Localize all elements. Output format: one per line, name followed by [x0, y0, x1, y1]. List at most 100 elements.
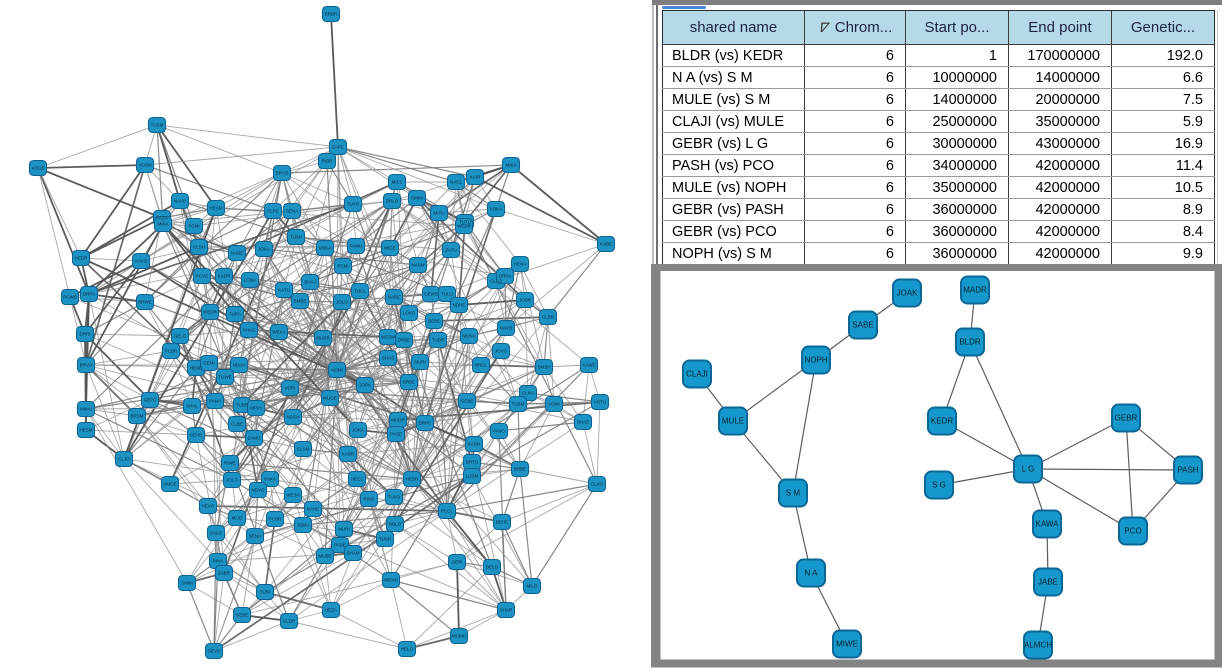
- svg-text:KASH: KASH: [468, 442, 480, 447]
- svg-text:CLDR: CLDR: [283, 619, 296, 624]
- svg-text:HEDR: HEDR: [406, 477, 420, 482]
- svg-text:CLAJI: CLAJI: [686, 370, 708, 379]
- svg-text:WEND: WEND: [384, 578, 398, 583]
- svg-text:VOGE: VOGE: [31, 166, 44, 171]
- svg-text:GEBR: GEBR: [1115, 414, 1138, 423]
- svg-text:NAVO: NAVO: [500, 326, 513, 331]
- svg-text:NAHE: NAHE: [307, 507, 320, 512]
- svg-text:VOTU: VOTU: [594, 400, 607, 405]
- svg-text:MUGE: MUGE: [323, 396, 337, 401]
- svg-text:LOSM: LOSM: [466, 474, 479, 479]
- svg-text:HEDR: HEDR: [75, 256, 89, 261]
- svg-text:WEKA: WEKA: [272, 330, 285, 335]
- svg-text:CLPC: CLPC: [267, 209, 280, 214]
- svg-text:DRBE: DRBE: [398, 338, 411, 343]
- svg-text:TUSH: TUSH: [290, 235, 302, 240]
- svg-text:VOKA: VOKA: [319, 246, 332, 251]
- svg-text:KADR: KADR: [218, 274, 231, 279]
- svg-text:RINA: RINA: [213, 559, 224, 564]
- svg-text:NOPH: NOPH: [804, 356, 827, 365]
- svg-text:SMGE: SMGE: [163, 482, 176, 487]
- svg-text:LOVO: LOVO: [403, 311, 416, 316]
- svg-text:TUSH: TUSH: [379, 537, 391, 542]
- svg-text:KAVO: KAVO: [135, 259, 148, 264]
- svg-text:GEPC: GEPC: [144, 398, 158, 403]
- svg-text:ALMCH: ALMCH: [1024, 641, 1052, 650]
- svg-text:SMSH: SMSH: [537, 365, 550, 370]
- svg-text:CLSH: CLSH: [193, 245, 205, 250]
- svg-text:CLJO: CLJO: [118, 457, 130, 462]
- svg-text:TUCL: TUCL: [354, 289, 366, 294]
- svg-text:NABE: NABE: [231, 251, 243, 256]
- svg-text:PAMU: PAMU: [350, 244, 363, 249]
- svg-text:WESH: WESH: [286, 493, 300, 498]
- svg-text:RIWE: RIWE: [224, 461, 236, 466]
- svg-text:PASH: PASH: [1177, 466, 1198, 475]
- svg-text:BRVO: BRVO: [276, 171, 289, 176]
- svg-text:NASM: NASM: [411, 263, 424, 268]
- svg-text:JABE: JABE: [1038, 578, 1058, 587]
- svg-text:HEZA: HEZA: [325, 608, 337, 613]
- svg-text:SHAG: SHAG: [243, 328, 256, 333]
- svg-text:MURI: MURI: [338, 527, 350, 532]
- svg-text:VOSM: VOSM: [138, 163, 152, 168]
- svg-text:S G: S G: [932, 481, 946, 490]
- svg-text:TUPA: TUPA: [229, 312, 241, 317]
- svg-text:KAWE: KAWE: [582, 363, 595, 368]
- svg-text:BRBE: BRBE: [403, 380, 415, 385]
- svg-text:PALO: PALO: [210, 531, 222, 536]
- svg-text:HESM: HESM: [209, 206, 222, 211]
- svg-text:MITU: MITU: [434, 211, 445, 216]
- svg-text:TUVO: TUVO: [347, 202, 360, 207]
- svg-text:JOMU: JOMU: [297, 523, 310, 528]
- svg-text:ZAMU: ZAMU: [248, 436, 261, 441]
- svg-text:KABR: KABR: [342, 452, 355, 457]
- svg-text:PCMI: PCMI: [188, 224, 199, 229]
- svg-text:KAWA: KAWA: [1036, 520, 1060, 529]
- svg-text:PCBR: PCBR: [165, 349, 178, 354]
- svg-text:MADR: MADR: [963, 286, 987, 295]
- svg-text:JOKA: JOKA: [352, 428, 364, 433]
- svg-text:PCWE: PCWE: [63, 295, 77, 300]
- svg-text:PCCL: PCCL: [441, 509, 454, 514]
- svg-text:HEVO: HEVO: [202, 504, 215, 509]
- svg-text:JOPA: JOPA: [359, 383, 370, 388]
- svg-text:PCMI: PCMI: [337, 264, 348, 269]
- svg-text:LONA: LONA: [244, 278, 256, 283]
- svg-text:JOLO: JOLO: [226, 478, 238, 483]
- svg-text:MUBE: MUBE: [318, 554, 331, 559]
- svg-text:BRTU: BRTU: [466, 460, 478, 465]
- svg-text:NACL: NACL: [450, 180, 463, 185]
- svg-text:RIND: RIND: [364, 497, 376, 502]
- svg-text:MIWE: MIWE: [836, 640, 858, 649]
- svg-text:TUDR: TUDR: [432, 338, 445, 343]
- svg-text:MICL: MICL: [392, 180, 403, 185]
- svg-text:NDVO: NDVO: [251, 488, 265, 493]
- svg-text:TUSM: TUSM: [151, 123, 164, 128]
- svg-text:SHAR: SHAR: [500, 608, 513, 613]
- svg-text:RIBR: RIBR: [322, 159, 334, 164]
- svg-text:S M: S M: [786, 489, 801, 498]
- svg-text:BLDR: BLDR: [959, 338, 981, 347]
- svg-text:NDMI: NDMI: [331, 368, 343, 373]
- svg-text:MIKA: MIKA: [505, 163, 516, 168]
- svg-text:ZABR: ZABR: [218, 571, 231, 576]
- svg-text:JOBR: JOBR: [519, 298, 532, 303]
- svg-text:TULO: TULO: [441, 292, 454, 297]
- svg-text:CLNA: CLNA: [522, 391, 534, 396]
- svg-text:TUSM: TUSM: [512, 402, 525, 407]
- svg-text:JOAK: JOAK: [897, 289, 919, 298]
- svg-text:PANA: PANA: [209, 399, 221, 404]
- svg-text:KARI: KARI: [470, 175, 481, 180]
- svg-text:MUDR: MUDR: [316, 336, 330, 341]
- svg-text:DRPA: DRPA: [499, 274, 511, 279]
- svg-text:MIJO: MIJO: [232, 516, 243, 521]
- svg-text:TURI: TURI: [260, 590, 271, 595]
- svg-text:WEDR: WEDR: [203, 310, 217, 315]
- svg-text:SHAJ: SHAJ: [304, 280, 316, 285]
- svg-text:WEDR: WEDR: [457, 224, 471, 229]
- svg-text:VOMI: VOMI: [548, 402, 560, 407]
- svg-text:N A: N A: [805, 569, 819, 578]
- svg-text:PAZA: PAZA: [156, 216, 167, 221]
- svg-text:TUTU: TUTU: [459, 220, 471, 225]
